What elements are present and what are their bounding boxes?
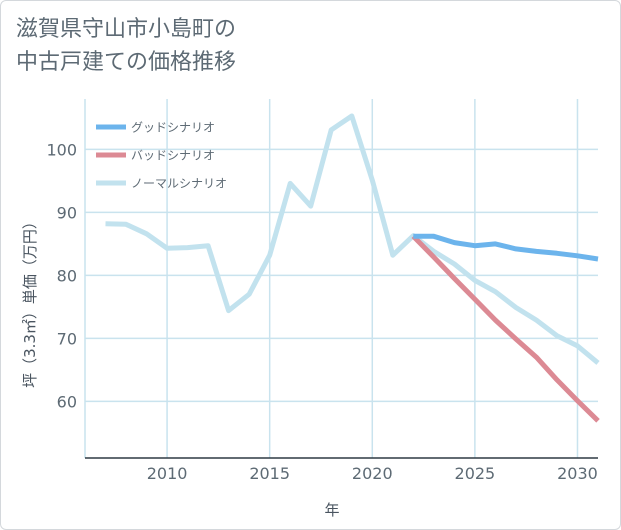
series-line-1 <box>411 234 600 423</box>
x-tick-label-2015: 2015 <box>249 464 290 483</box>
x-tick-label-2030: 2030 <box>557 464 598 483</box>
chart-title-line-2: 中古戸建ての価格推移 <box>16 50 237 75</box>
x-tick-label-2025: 2025 <box>455 464 496 483</box>
x-axis-ticks: 2010 2015 2020 2025 2030 <box>147 464 598 483</box>
y-tick-label-100: 100 <box>46 140 77 159</box>
series-line-0 <box>413 233 599 262</box>
x-axis-label: 年 <box>324 501 339 519</box>
y-tick-label-80: 80 <box>57 266 77 285</box>
y-axis-ticks: 60 70 80 90 100 <box>46 140 77 411</box>
grid <box>84 99 598 458</box>
chart-title: 滋賀県守山市小島町の 中古戸建ての価格推移 <box>16 13 236 79</box>
series-line-2 <box>105 113 600 365</box>
y-axis-label: 坪（3.3㎡）単価（万円） <box>21 214 39 388</box>
y-tick-label-70: 70 <box>57 329 77 348</box>
legend-label-1[interactable]: バッドシナリオ <box>131 149 215 163</box>
legend-label-0[interactable]: グッドシナリオ <box>131 121 215 135</box>
series-layer <box>105 113 600 423</box>
chart-title-line-1: 滋賀県守山市小島町の <box>16 17 237 42</box>
x-tick-label-2010: 2010 <box>147 464 188 483</box>
legend-label-2[interactable]: ノーマルシナリオ <box>131 177 227 191</box>
y-tick-label-90: 90 <box>57 203 77 222</box>
y-tick-label-60: 60 <box>57 392 77 411</box>
x-tick-label-2020: 2020 <box>352 464 393 483</box>
